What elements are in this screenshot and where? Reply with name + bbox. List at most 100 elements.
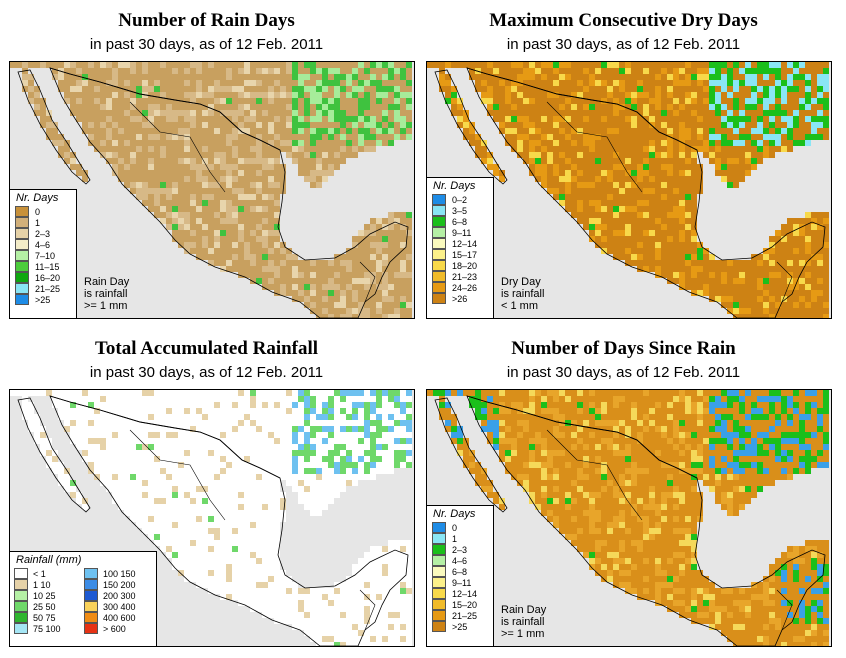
- map-cell: [400, 462, 406, 468]
- map-cell: [142, 104, 148, 110]
- map-cell: [382, 396, 388, 402]
- map-cell: [208, 212, 214, 218]
- map-cell: [619, 158, 625, 164]
- map-cell: [721, 122, 727, 128]
- map-cell: [178, 540, 184, 546]
- map-cell: [400, 564, 406, 570]
- map-cell: [286, 68, 292, 74]
- map-cell: [226, 534, 232, 540]
- map-cell: [130, 462, 136, 468]
- map-cell: [793, 104, 799, 110]
- map-cell: [667, 62, 673, 68]
- map-cell: [583, 206, 589, 212]
- map-cell: [202, 570, 208, 576]
- map-cell: [190, 510, 196, 516]
- map-cell: [763, 104, 769, 110]
- map-cell: [388, 86, 394, 92]
- map-cell: [667, 98, 673, 104]
- map-cell: [394, 242, 400, 248]
- panel-dry-days: Maximum Consecutive Dry Days in past 30 …: [417, 0, 832, 322]
- map-cell: [184, 224, 190, 230]
- map-cell: [358, 68, 364, 74]
- map-cell: [106, 390, 112, 396]
- map-cell: [769, 134, 775, 140]
- map-cell: [661, 122, 667, 128]
- map-cell: [757, 152, 763, 158]
- map-cell: [274, 116, 280, 122]
- map-cell: [328, 266, 334, 272]
- map-cell: [793, 296, 799, 302]
- map-cell: [691, 254, 697, 260]
- map-cell: [70, 480, 76, 486]
- map-cell: [376, 266, 382, 272]
- map-cell: [178, 224, 184, 230]
- map-cell: [793, 230, 799, 236]
- map-cell: [388, 402, 394, 408]
- map-cell: [346, 128, 352, 134]
- map-cell: [751, 98, 757, 104]
- map-cell: [226, 128, 232, 134]
- map-cell: [334, 612, 340, 618]
- map-cell: [382, 408, 388, 414]
- map-cell: [667, 236, 673, 242]
- map-cell: [214, 522, 220, 528]
- map-cell: [118, 146, 124, 152]
- map-cell: [256, 528, 262, 534]
- map-cell: [577, 134, 583, 140]
- map-cell: [697, 80, 703, 86]
- map-cell: [577, 98, 583, 104]
- map-cell: [607, 62, 613, 68]
- map-cell: [679, 260, 685, 266]
- map-cell: [709, 260, 715, 266]
- map-cell: [346, 576, 352, 582]
- map-cell: [763, 272, 769, 278]
- map-cell: [208, 546, 214, 552]
- map-cell: [727, 284, 733, 290]
- map-cell: [106, 68, 112, 74]
- map-cell: [220, 522, 226, 528]
- map-cell: [142, 140, 148, 146]
- map-cell: [715, 86, 721, 92]
- map-cell: [238, 468, 244, 474]
- map-cell: [232, 242, 238, 248]
- map-cell: [298, 86, 304, 92]
- map-cell: [739, 86, 745, 92]
- map-cell: [148, 80, 154, 86]
- map-cell: [352, 396, 358, 402]
- map-cell: [166, 540, 172, 546]
- map-cell: [781, 224, 787, 230]
- map-cell: [643, 230, 649, 236]
- map-cell: [799, 128, 805, 134]
- map-cell: [142, 182, 148, 188]
- map-cell: [190, 492, 196, 498]
- map-cell: [493, 74, 499, 80]
- map-cell: [352, 62, 358, 68]
- map-cell: [775, 230, 781, 236]
- map-cell: [394, 420, 400, 426]
- map-cell: [154, 522, 160, 528]
- map-cell: [745, 104, 751, 110]
- map-cell: [232, 522, 238, 528]
- map-cell: [787, 116, 793, 122]
- map-cell: [619, 122, 625, 128]
- map-cell: [70, 390, 76, 396]
- map-cell: [328, 414, 334, 420]
- map-cell: [352, 308, 358, 314]
- map-cell: [166, 390, 172, 396]
- map-cell: [811, 296, 817, 302]
- map-cell: [196, 182, 202, 188]
- map-cell: [370, 570, 376, 576]
- map-cell: [310, 612, 316, 618]
- map-cell: [763, 266, 769, 272]
- map-cell: [70, 68, 76, 74]
- map-cell: [154, 456, 160, 462]
- map-cell: [823, 74, 829, 80]
- map-cell: [226, 170, 232, 176]
- map-cell: [208, 474, 214, 480]
- map-cell: [607, 230, 613, 236]
- map-cell: [376, 104, 382, 110]
- map-cell: [88, 462, 94, 468]
- map-cell: [631, 182, 637, 188]
- map-cell: [715, 128, 721, 134]
- map-cell: [811, 110, 817, 116]
